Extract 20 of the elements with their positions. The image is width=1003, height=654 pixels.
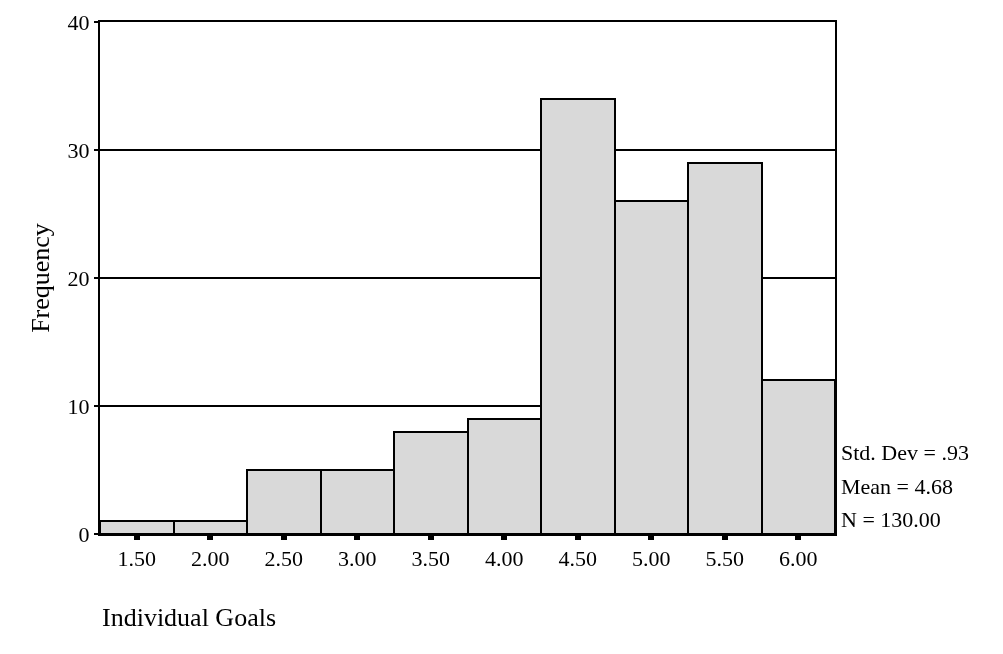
x-tick-label: 2.50 xyxy=(264,546,303,572)
text: Mean = 4.68 xyxy=(841,474,953,499)
y-tick-label: 10 xyxy=(67,393,90,419)
x-axis-title: Individual Goals xyxy=(102,603,277,632)
x-tick-label: 4.50 xyxy=(558,546,597,572)
x-tick-label: 3.00 xyxy=(338,546,377,572)
x-tick-label: 5.00 xyxy=(632,546,671,572)
y-tick-label: 30 xyxy=(67,137,90,163)
x-tick-label: 6.00 xyxy=(779,546,818,572)
text: N = 130.00 xyxy=(841,507,941,532)
y-tick-label: 40 xyxy=(67,9,90,35)
x-tick-label: 4.00 xyxy=(485,546,524,572)
x-tick-label: 1.50 xyxy=(117,546,156,572)
y-axis-title: Frequency xyxy=(26,223,56,333)
y-tick-label: 20 xyxy=(67,265,90,291)
x-tick-label: 2.00 xyxy=(191,546,230,572)
y-tick-label: 0 xyxy=(78,521,90,547)
x-tick-label: 5.50 xyxy=(705,546,744,572)
x-tick-label: 3.50 xyxy=(411,546,450,572)
text: Std. Dev = .93 xyxy=(841,440,969,465)
